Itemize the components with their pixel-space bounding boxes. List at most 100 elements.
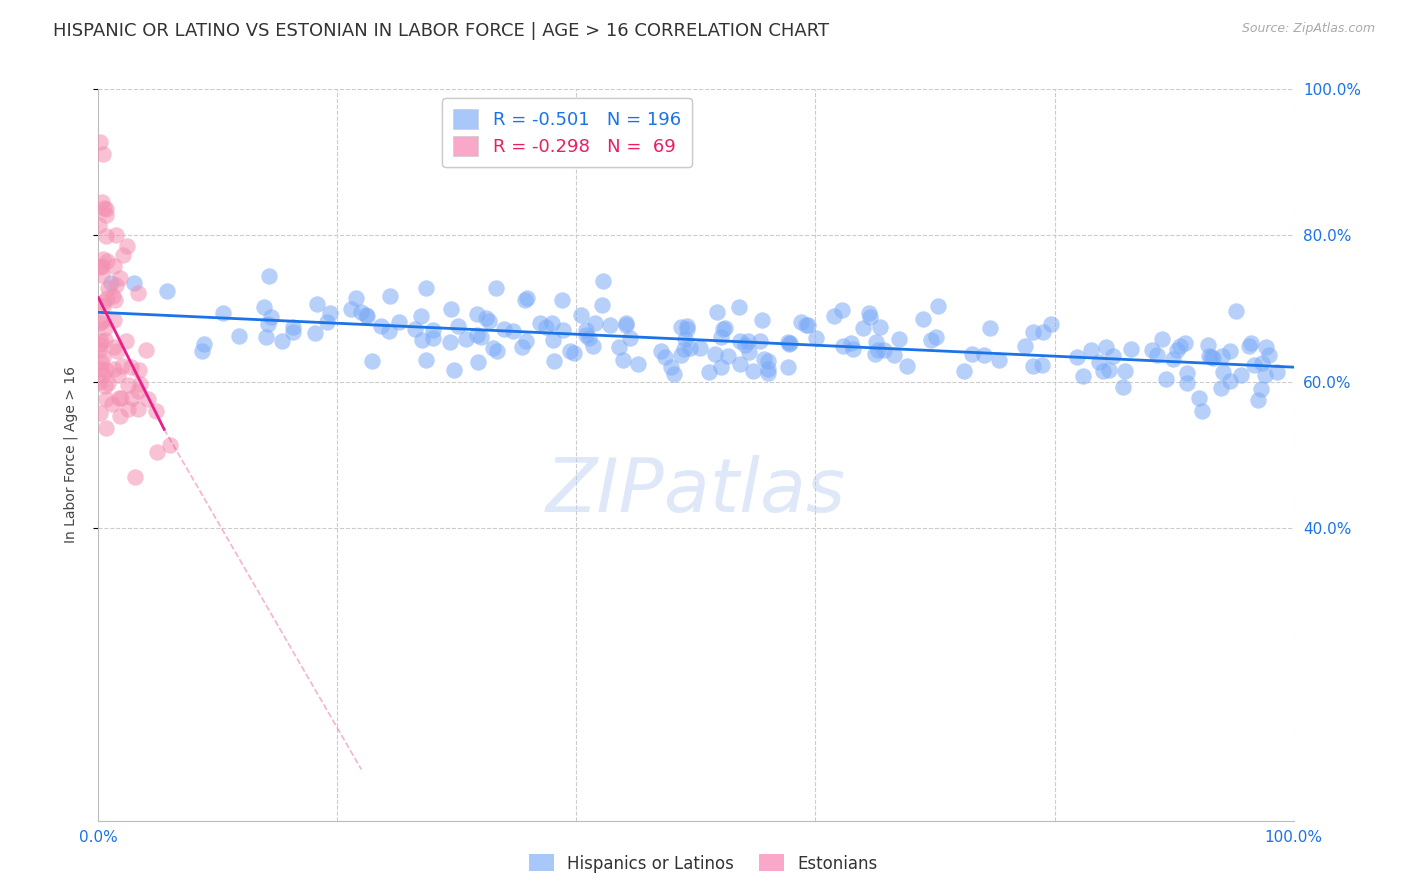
Point <box>228 328 250 343</box>
Point <box>889 332 911 346</box>
Point <box>89 337 111 351</box>
Point <box>122 276 145 290</box>
Point <box>404 322 426 336</box>
Point <box>101 289 124 303</box>
Point <box>190 344 212 359</box>
Point <box>108 409 131 423</box>
Point <box>516 291 538 305</box>
Point <box>741 364 763 378</box>
Point <box>281 320 304 334</box>
Point <box>91 350 114 364</box>
Point <box>344 291 367 305</box>
Point <box>107 368 129 382</box>
Text: ZIPatlas: ZIPatlas <box>546 456 846 527</box>
Point <box>135 343 157 358</box>
Point <box>1198 349 1220 363</box>
Point <box>1175 376 1198 390</box>
Point <box>96 254 118 268</box>
Point <box>859 310 882 324</box>
Point <box>415 353 437 368</box>
Point <box>470 330 492 344</box>
Point <box>465 328 488 343</box>
Point <box>94 333 117 347</box>
Point <box>953 364 976 378</box>
Point <box>727 300 749 314</box>
Point <box>456 332 478 346</box>
Point <box>90 354 112 368</box>
Point <box>575 323 598 337</box>
Point <box>117 402 139 417</box>
Point <box>852 320 875 334</box>
Point <box>94 208 117 222</box>
Point <box>89 260 111 274</box>
Point <box>778 337 800 351</box>
Point <box>128 363 150 377</box>
Point <box>711 322 734 336</box>
Point <box>689 341 711 355</box>
Point <box>1146 348 1168 362</box>
Point <box>439 335 461 350</box>
Point <box>1080 343 1102 357</box>
Point <box>979 321 1001 335</box>
Point <box>662 367 685 381</box>
Point <box>254 330 277 344</box>
Point <box>575 327 598 342</box>
Point <box>831 303 853 318</box>
Point <box>89 218 111 232</box>
Point <box>673 332 696 346</box>
Point <box>1022 325 1045 339</box>
Point <box>104 277 127 292</box>
Point <box>679 341 702 355</box>
Point <box>529 316 551 330</box>
Point <box>1098 363 1121 377</box>
Point <box>1022 359 1045 373</box>
Point <box>1265 365 1288 379</box>
Point <box>440 301 463 316</box>
Point <box>257 269 280 284</box>
Point <box>415 281 437 295</box>
Point <box>706 304 728 318</box>
Point <box>340 301 363 316</box>
Point <box>253 300 276 314</box>
Point <box>356 309 378 323</box>
Point <box>841 342 863 356</box>
Point <box>1088 355 1111 369</box>
Point <box>409 310 432 324</box>
Point <box>619 331 641 345</box>
Point <box>271 334 294 348</box>
Point <box>100 276 122 290</box>
Point <box>111 359 134 374</box>
Point <box>513 293 536 307</box>
Point <box>703 347 725 361</box>
Point <box>748 334 770 348</box>
Point <box>91 194 114 209</box>
Point <box>1031 358 1053 372</box>
Point <box>127 285 149 300</box>
Point <box>858 305 880 319</box>
Point <box>486 343 509 358</box>
Point <box>91 314 114 328</box>
Point <box>1209 381 1232 395</box>
Point <box>541 333 564 347</box>
Point <box>1032 325 1054 339</box>
Point <box>734 337 756 351</box>
Point <box>714 320 737 334</box>
Y-axis label: In Labor Force | Age > 16: In Labor Force | Age > 16 <box>63 367 77 543</box>
Point <box>485 281 508 295</box>
Point <box>510 340 533 354</box>
Point <box>779 336 801 351</box>
Point <box>492 322 515 336</box>
Point <box>728 334 751 348</box>
Point <box>614 318 637 332</box>
Point <box>869 319 891 334</box>
Point <box>872 343 894 357</box>
Point <box>87 343 110 357</box>
Point <box>515 334 537 349</box>
Point <box>124 469 146 483</box>
Point <box>388 315 411 329</box>
Point <box>896 359 918 374</box>
Point <box>94 228 117 243</box>
Point <box>94 321 117 335</box>
Point <box>676 322 699 336</box>
Point <box>592 274 614 288</box>
